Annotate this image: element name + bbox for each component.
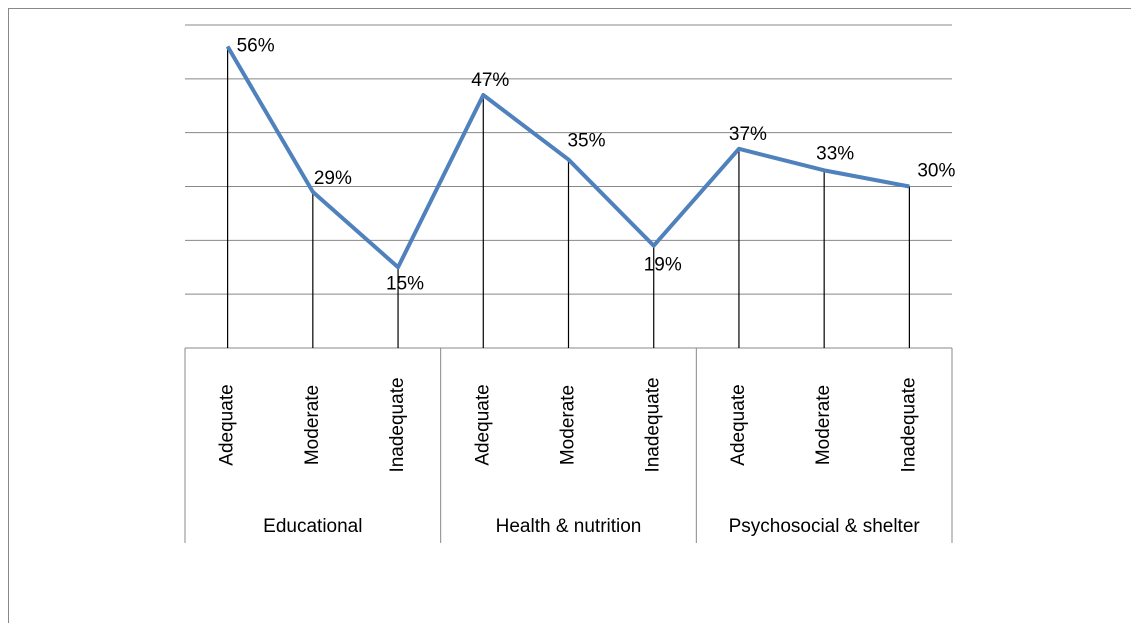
x-tick-label: Inadequate bbox=[387, 377, 408, 472]
data-label: 35% bbox=[567, 131, 605, 152]
x-tick-label: Adequate bbox=[728, 384, 749, 465]
data-label: 15% bbox=[386, 273, 424, 294]
data-label: 47% bbox=[471, 70, 509, 91]
group-label: Psychosocial & shelter bbox=[729, 516, 921, 537]
line-series bbox=[225, 45, 910, 270]
x-tick-label: Moderate bbox=[302, 385, 323, 465]
group-label: Health & nutrition bbox=[496, 516, 642, 537]
x-tick-label: Adequate bbox=[217, 384, 238, 465]
group-label: Educational bbox=[263, 516, 362, 537]
data-label: 19% bbox=[644, 255, 682, 276]
data-label: 33% bbox=[816, 143, 854, 164]
data-label: 37% bbox=[729, 124, 767, 145]
data-label: 56% bbox=[237, 36, 275, 57]
data-label: 30% bbox=[917, 161, 955, 182]
x-tick-label: Moderate bbox=[813, 385, 834, 465]
x-tick-label: Inadequate bbox=[643, 377, 664, 472]
x-tick-label: Inadequate bbox=[898, 377, 919, 472]
data-label: 29% bbox=[314, 168, 352, 189]
x-tick-label: Moderate bbox=[558, 385, 579, 465]
x-tick-label: Adequate bbox=[472, 384, 493, 465]
